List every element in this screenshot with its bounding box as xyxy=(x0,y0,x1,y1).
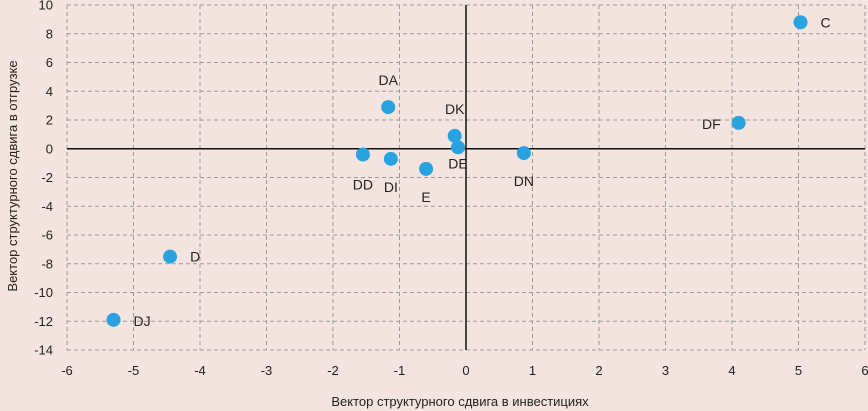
data-point-c xyxy=(793,15,808,30)
point-label-dn: DN xyxy=(514,173,534,189)
x-tick-label: -2 xyxy=(327,363,339,378)
y-tick-label: 6 xyxy=(46,55,53,70)
data-point-dd xyxy=(355,147,370,162)
x-tick-label: -1 xyxy=(394,363,406,378)
x-tick-labels: -6 -5 -4 -3 -2 -1 0 1 2 3 4 5 6 xyxy=(61,363,868,378)
data-point-d xyxy=(163,249,178,264)
x-tick-label: 3 xyxy=(662,363,669,378)
y-tick-label: -4 xyxy=(41,199,53,214)
x-tick-label: 5 xyxy=(795,363,802,378)
data-point-e xyxy=(419,161,434,176)
y-tick-label: 8 xyxy=(46,26,53,41)
data-point-dj xyxy=(106,312,121,327)
y-axis-title: Вектор структурного сдвига в отгрузке xyxy=(5,60,20,291)
point-label-dj: DJ xyxy=(134,313,151,329)
x-tick-label: 0 xyxy=(462,363,469,378)
point-label-e: E xyxy=(421,189,430,205)
x-tick-label: 2 xyxy=(595,363,602,378)
point-label-d: D xyxy=(190,249,200,265)
x-tick-label: -3 xyxy=(261,363,273,378)
point-labels: C DF DA DK DE DN DD DI E D DJ xyxy=(134,14,831,329)
y-tick-labels: 10 8 6 4 2 0 -2 -4 -6 -8 -10 -12 -14 xyxy=(34,0,53,358)
data-point-dn xyxy=(516,146,531,161)
y-tick-label: -2 xyxy=(41,170,53,185)
point-label-dd: DD xyxy=(353,177,373,193)
point-label-dk: DK xyxy=(445,101,465,117)
y-tick-label: 4 xyxy=(46,84,53,99)
point-label-de: DE xyxy=(448,155,467,171)
x-tick-label: -5 xyxy=(128,363,140,378)
x-tick-label: 4 xyxy=(728,363,735,378)
y-tick-label: -10 xyxy=(34,285,53,300)
data-point-de xyxy=(451,140,466,155)
data-point-da xyxy=(381,100,396,115)
data-point-dk xyxy=(447,128,462,143)
point-label-di: DI xyxy=(384,179,398,195)
x-tick-label: -4 xyxy=(194,363,206,378)
point-label-da: DA xyxy=(378,72,398,88)
x-tick-label: -6 xyxy=(61,363,73,378)
y-tick-label: 2 xyxy=(46,113,53,128)
y-tick-label: 10 xyxy=(39,0,53,13)
y-tick-label: -12 xyxy=(34,314,53,329)
y-tick-label: -6 xyxy=(41,228,53,243)
data-points xyxy=(106,15,808,327)
y-tick-label: 0 xyxy=(46,141,53,156)
point-label-df: DF xyxy=(702,116,721,132)
x-tick-label: 6 xyxy=(861,363,868,378)
y-tick-label: -8 xyxy=(41,256,53,271)
x-tick-label: 1 xyxy=(529,363,536,378)
y-tick-label: -14 xyxy=(34,343,53,358)
zero-axes xyxy=(67,5,865,350)
x-axis-title: Вектор структурного сдвига в инвестициях xyxy=(331,394,589,409)
data-point-df xyxy=(731,115,746,130)
data-point-di xyxy=(383,151,398,166)
point-label-c: C xyxy=(820,14,830,30)
